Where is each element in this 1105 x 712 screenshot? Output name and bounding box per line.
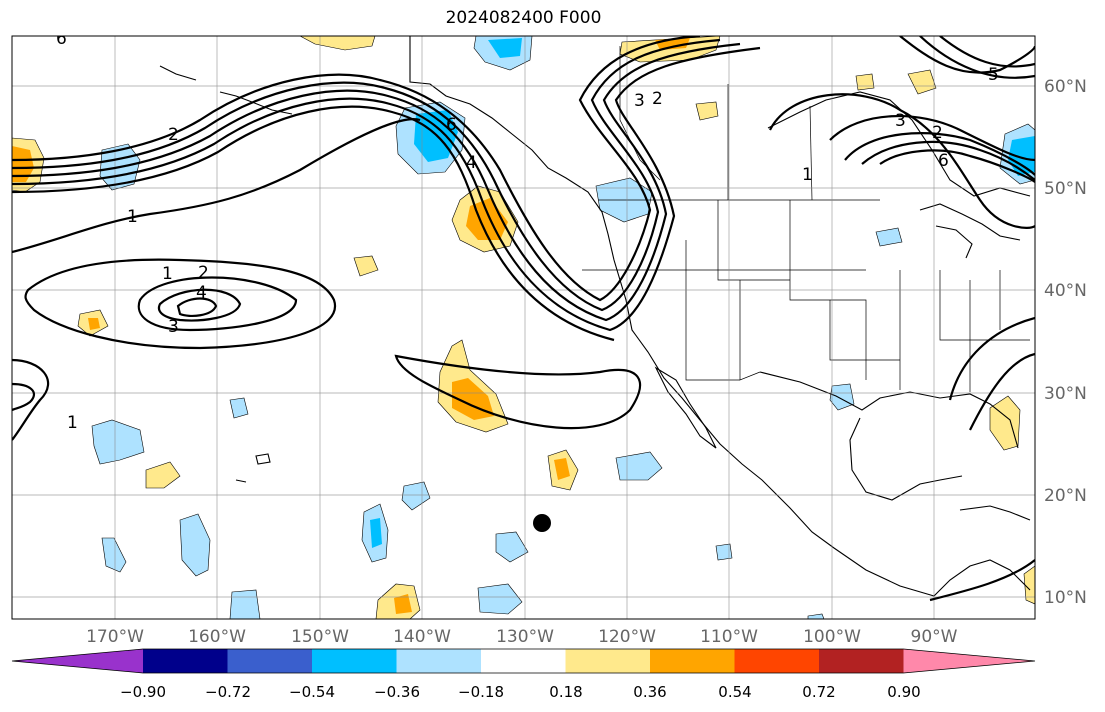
colorbar-segment [734,649,820,673]
lon-label: 150°W [291,627,349,647]
positive-anomaly-core [88,318,100,330]
lon-label: 100°W [803,627,861,647]
border-layer [582,46,1030,392]
contour-label: 1 [162,264,173,284]
negative-anomaly-core [370,518,382,548]
colorbar-tick: −0.72 [205,683,251,701]
lat-label: 20°N [1044,486,1087,506]
lat-label: 60°N [1044,77,1087,97]
lat-label: 30°N [1044,384,1087,404]
contour-closed [157,288,242,322]
map-frame [11,35,1036,620]
positive-anomaly-area [907,69,937,95]
colorbar-segment [396,649,482,673]
colorbar-tick: −0.36 [374,683,420,701]
contour-label: 2 [932,123,943,143]
positive-anomaly-area [145,461,181,489]
shading-layer [12,36,1035,619]
contour-label: 3 [168,317,179,337]
contour-layer [12,36,1035,602]
positive-anomaly-area [695,101,719,121]
colorbar-tick: 0.72 [802,683,836,701]
contour-label: 2 [198,263,209,283]
contour-label: 6 [56,29,67,49]
lat-label: 40°N [1044,281,1087,301]
contour-closed [24,258,337,350]
negative-anomaly-area [401,481,431,511]
positive-anomaly-area [299,36,376,51]
negative-anomaly-area [715,543,733,561]
lon-label: 90°W [910,627,958,647]
positive-anomaly-area [1023,565,1035,605]
coastline-layer [159,36,1031,597]
lat-label: 50°N [1044,179,1087,199]
negative-anomaly-area [807,613,825,619]
colorbar-tick: −0.18 [458,683,504,701]
colorbar-segment [143,649,228,673]
contour-label: 2 [168,125,179,145]
positive-anomaly-area [353,255,379,277]
contour-label: 6 [938,151,949,171]
negative-anomaly-area [495,531,529,563]
negative-anomaly-area [91,419,145,465]
colorbar-segment [312,649,397,673]
contour-label: 2 [652,89,663,109]
contour-label: 1 [127,207,138,227]
positive-anomaly-core [12,146,34,182]
colorbar-tick: 0.90 [887,683,921,701]
negative-anomaly-area [101,537,127,573]
lon-label: 160°W [188,627,246,647]
colorbar-extend-min [12,649,143,673]
positive-anomaly-area [855,73,875,91]
contour-labels: 1 1 1 1 2 2 2 2 3 3 3 4 4 5 6 6 6 [56,29,999,433]
storm-center-dot [533,514,551,532]
negative-anomaly-area [179,513,211,577]
lon-label: 110°W [700,627,758,647]
colorbar [11,648,1036,674]
lon-label: 120°W [598,627,656,647]
colorbar-segment [565,649,651,673]
lat-label: 10°N [1044,588,1087,608]
negative-anomaly-area [477,583,523,615]
colorbar-outline [11,648,1036,674]
positive-anomaly-core [554,458,570,480]
contour-label: 1 [802,165,813,185]
contour-label: 1 [67,413,78,433]
contour-closed [176,297,218,317]
lon-label: 130°W [496,627,554,647]
lon-label: 170°W [86,627,144,647]
colorbar-segment [650,649,735,673]
map-title: 2024082400 F000 [445,8,602,28]
colorbar-tick: 0.54 [718,683,752,701]
contour-label: 4 [196,283,207,303]
contour-label: 4 [466,153,477,173]
colorbar-tick: −0.90 [120,683,166,701]
contour-label: 6 [446,115,457,135]
colorbar-segment [481,649,566,673]
lon-label: 140°W [393,627,451,647]
colorbar-tick: 0.36 [633,683,667,701]
contour-label: 5 [988,65,999,85]
positive-anomaly-core [394,594,412,614]
negative-anomaly-area [615,451,663,481]
colorbar-segment [819,649,904,673]
negative-anomaly-area [829,383,855,411]
contour-closed [137,276,298,332]
negative-anomaly-area [229,589,261,619]
contour-label: 3 [634,91,645,111]
negative-anomaly-area [229,397,249,419]
colorbar-extend-max [903,649,1035,673]
positive-anomaly-area [989,395,1021,451]
negative-anomaly-area [875,227,903,247]
contour-label: 3 [895,111,906,131]
negative-anomaly-core [488,38,522,58]
colorbar-tick: 0.18 [549,683,583,701]
colorbar-segment [227,649,313,673]
colorbar-tick: −0.54 [289,683,335,701]
